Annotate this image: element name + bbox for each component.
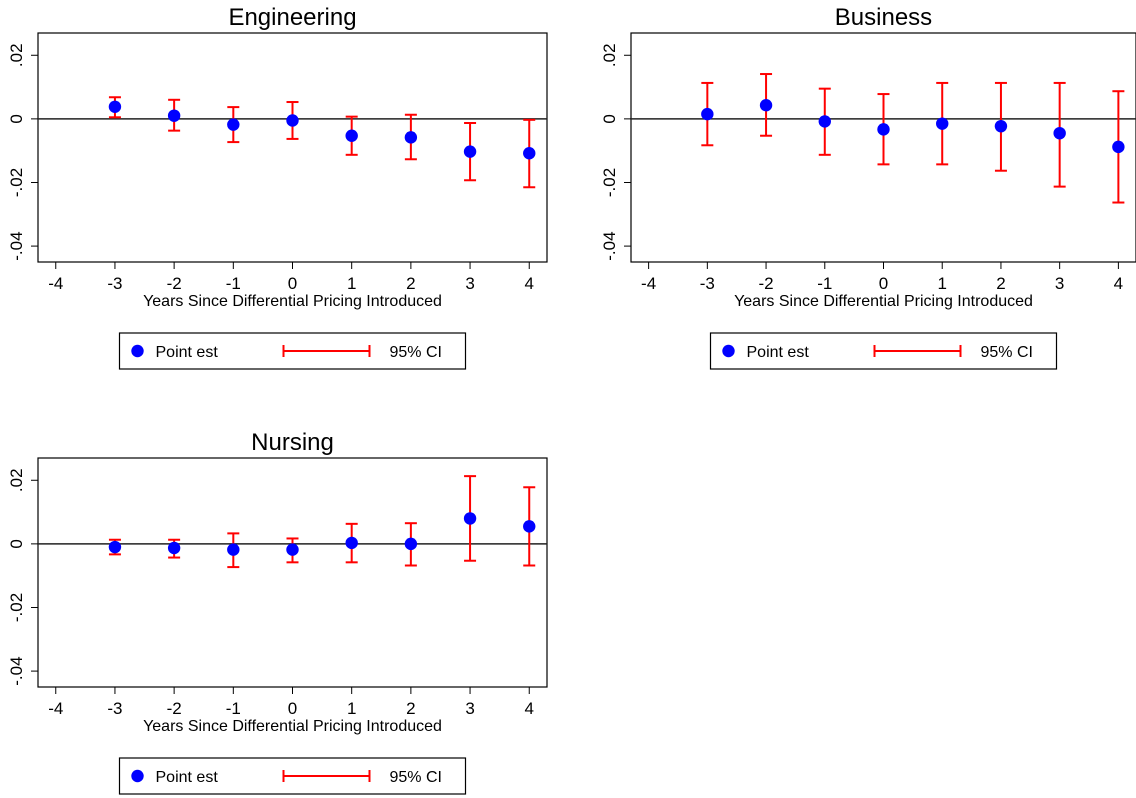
x-tick-label: 2 — [406, 699, 415, 718]
point-estimate — [108, 540, 122, 554]
panel-title: Nursing — [251, 429, 334, 456]
point-estimate — [759, 98, 773, 112]
legend: Point est 95% CI — [118, 332, 467, 370]
x-axis: -4 -3 -2 -1 0 1 2 3 4 — [48, 687, 534, 718]
point-estimate — [818, 115, 831, 128]
x-axis-label: Years Since Differential Pricing Introdu… — [143, 718, 442, 735]
y-tick-label: -.02 — [600, 168, 619, 197]
x-tick-label: -1 — [817, 274, 832, 293]
y-tick-label: 0 — [7, 114, 26, 123]
y-tick-label: 0 — [7, 539, 26, 548]
panel-business: Business -4 -3 -2 -1 0 1 2 3 4 Years Since Differe… — [600, 4, 1136, 370]
x-tick-label: 1 — [937, 274, 946, 293]
x-tick-label: -4 — [641, 274, 656, 293]
point-estimate — [1053, 126, 1066, 140]
x-tick-label: 4 — [525, 274, 534, 293]
legend: Point est 95% CI — [709, 332, 1058, 370]
x-tick-label: 2 — [406, 274, 415, 293]
data-marks — [108, 96, 536, 189]
legend-ci-label: 95% CI — [390, 769, 442, 786]
x-tick-label: -1 — [226, 699, 241, 718]
y-axis: .02 0 -.02 -.04 — [7, 468, 38, 686]
x-tick-label: -2 — [167, 699, 182, 718]
x-tick-label: -1 — [226, 274, 241, 293]
x-tick-label: -4 — [48, 274, 63, 293]
point-estimate — [994, 119, 1008, 133]
x-tick-label: -2 — [758, 274, 773, 293]
x-tick-label: 0 — [288, 699, 297, 718]
y-tick-label: -.02 — [7, 168, 26, 197]
x-tick-label: 3 — [465, 699, 474, 718]
point-estimate — [404, 131, 418, 144]
x-axis: -4 -3 -2 -1 0 1 2 3 4 — [48, 262, 534, 293]
x-axis-label: Years Since Differential Pricing Introdu… — [734, 293, 1033, 310]
y-tick-label: .02 — [600, 43, 619, 67]
x-tick-label: 0 — [879, 274, 888, 293]
y-tick-label: -.02 — [7, 593, 26, 622]
x-axis: -4 -3 -2 -1 0 1 2 3 4 — [641, 262, 1123, 293]
point-estimate — [345, 536, 358, 550]
point-estimate — [523, 147, 536, 160]
legend-ci-label: 95% CI — [981, 344, 1033, 361]
legend-point-label: Point est — [747, 344, 810, 361]
legend-point-marker — [722, 344, 735, 358]
x-tick-label: 0 — [288, 274, 297, 293]
legend-point-label: Point est — [156, 769, 219, 786]
point-estimate — [523, 520, 536, 533]
point-estimate — [345, 129, 358, 142]
legend-point-marker — [131, 344, 144, 358]
x-tick-label: 4 — [1114, 274, 1123, 293]
point-estimate — [701, 107, 714, 121]
y-axis: .02 0 -.02 -.04 — [7, 43, 38, 261]
x-tick-label: 1 — [347, 274, 356, 293]
x-axis-label: Years Since Differential Pricing Introdu… — [143, 293, 442, 310]
point-estimate — [286, 543, 299, 556]
y-tick-label: 0 — [600, 114, 619, 123]
legend-ci-label: 95% CI — [390, 344, 442, 361]
x-tick-label: 3 — [1055, 274, 1064, 293]
point-estimate — [936, 117, 949, 130]
x-tick-label: 2 — [996, 274, 1005, 293]
point-estimate — [463, 512, 477, 525]
point-estimate — [877, 123, 890, 136]
point-estimate — [108, 100, 122, 113]
y-tick-label: -.04 — [7, 656, 26, 685]
point-estimate — [463, 145, 477, 158]
data-marks — [701, 73, 1125, 204]
point-estimate — [227, 543, 240, 556]
x-tick-label: 1 — [347, 699, 356, 718]
y-tick-label: .02 — [7, 43, 26, 67]
point-estimate — [167, 541, 181, 555]
point-estimate — [1112, 140, 1125, 154]
point-estimate — [167, 109, 181, 122]
y-tick-label: -.04 — [7, 231, 26, 260]
legend: Point est 95% CI — [118, 757, 467, 795]
legend-point-marker — [131, 769, 144, 783]
panel-nursing: Nursing -4 -3 -2 -1 0 1 2 3 4 Years Since Differen… — [7, 429, 548, 795]
panel-title: Engineering — [228, 4, 356, 31]
panel-engineering: Engineering -4 -3 -2 -1 0 1 2 3 4 Years Since Diff… — [7, 4, 548, 370]
x-tick-label: 4 — [525, 699, 534, 718]
point-estimate — [404, 537, 418, 551]
data-marks — [108, 475, 536, 569]
x-tick-label: -3 — [700, 274, 715, 293]
y-tick-label: -.04 — [600, 231, 619, 260]
point-estimate — [286, 114, 299, 127]
y-tick-label: .02 — [7, 468, 26, 492]
x-tick-label: 3 — [465, 274, 474, 293]
legend-point-label: Point est — [156, 344, 219, 361]
x-tick-label: -4 — [48, 699, 63, 718]
x-tick-label: -3 — [107, 274, 122, 293]
x-tick-label: -2 — [167, 274, 182, 293]
y-axis: .02 0 -.02 -.04 — [600, 43, 631, 261]
x-tick-label: -3 — [107, 699, 122, 718]
panel-title: Business — [835, 4, 932, 31]
point-estimate — [227, 118, 240, 131]
